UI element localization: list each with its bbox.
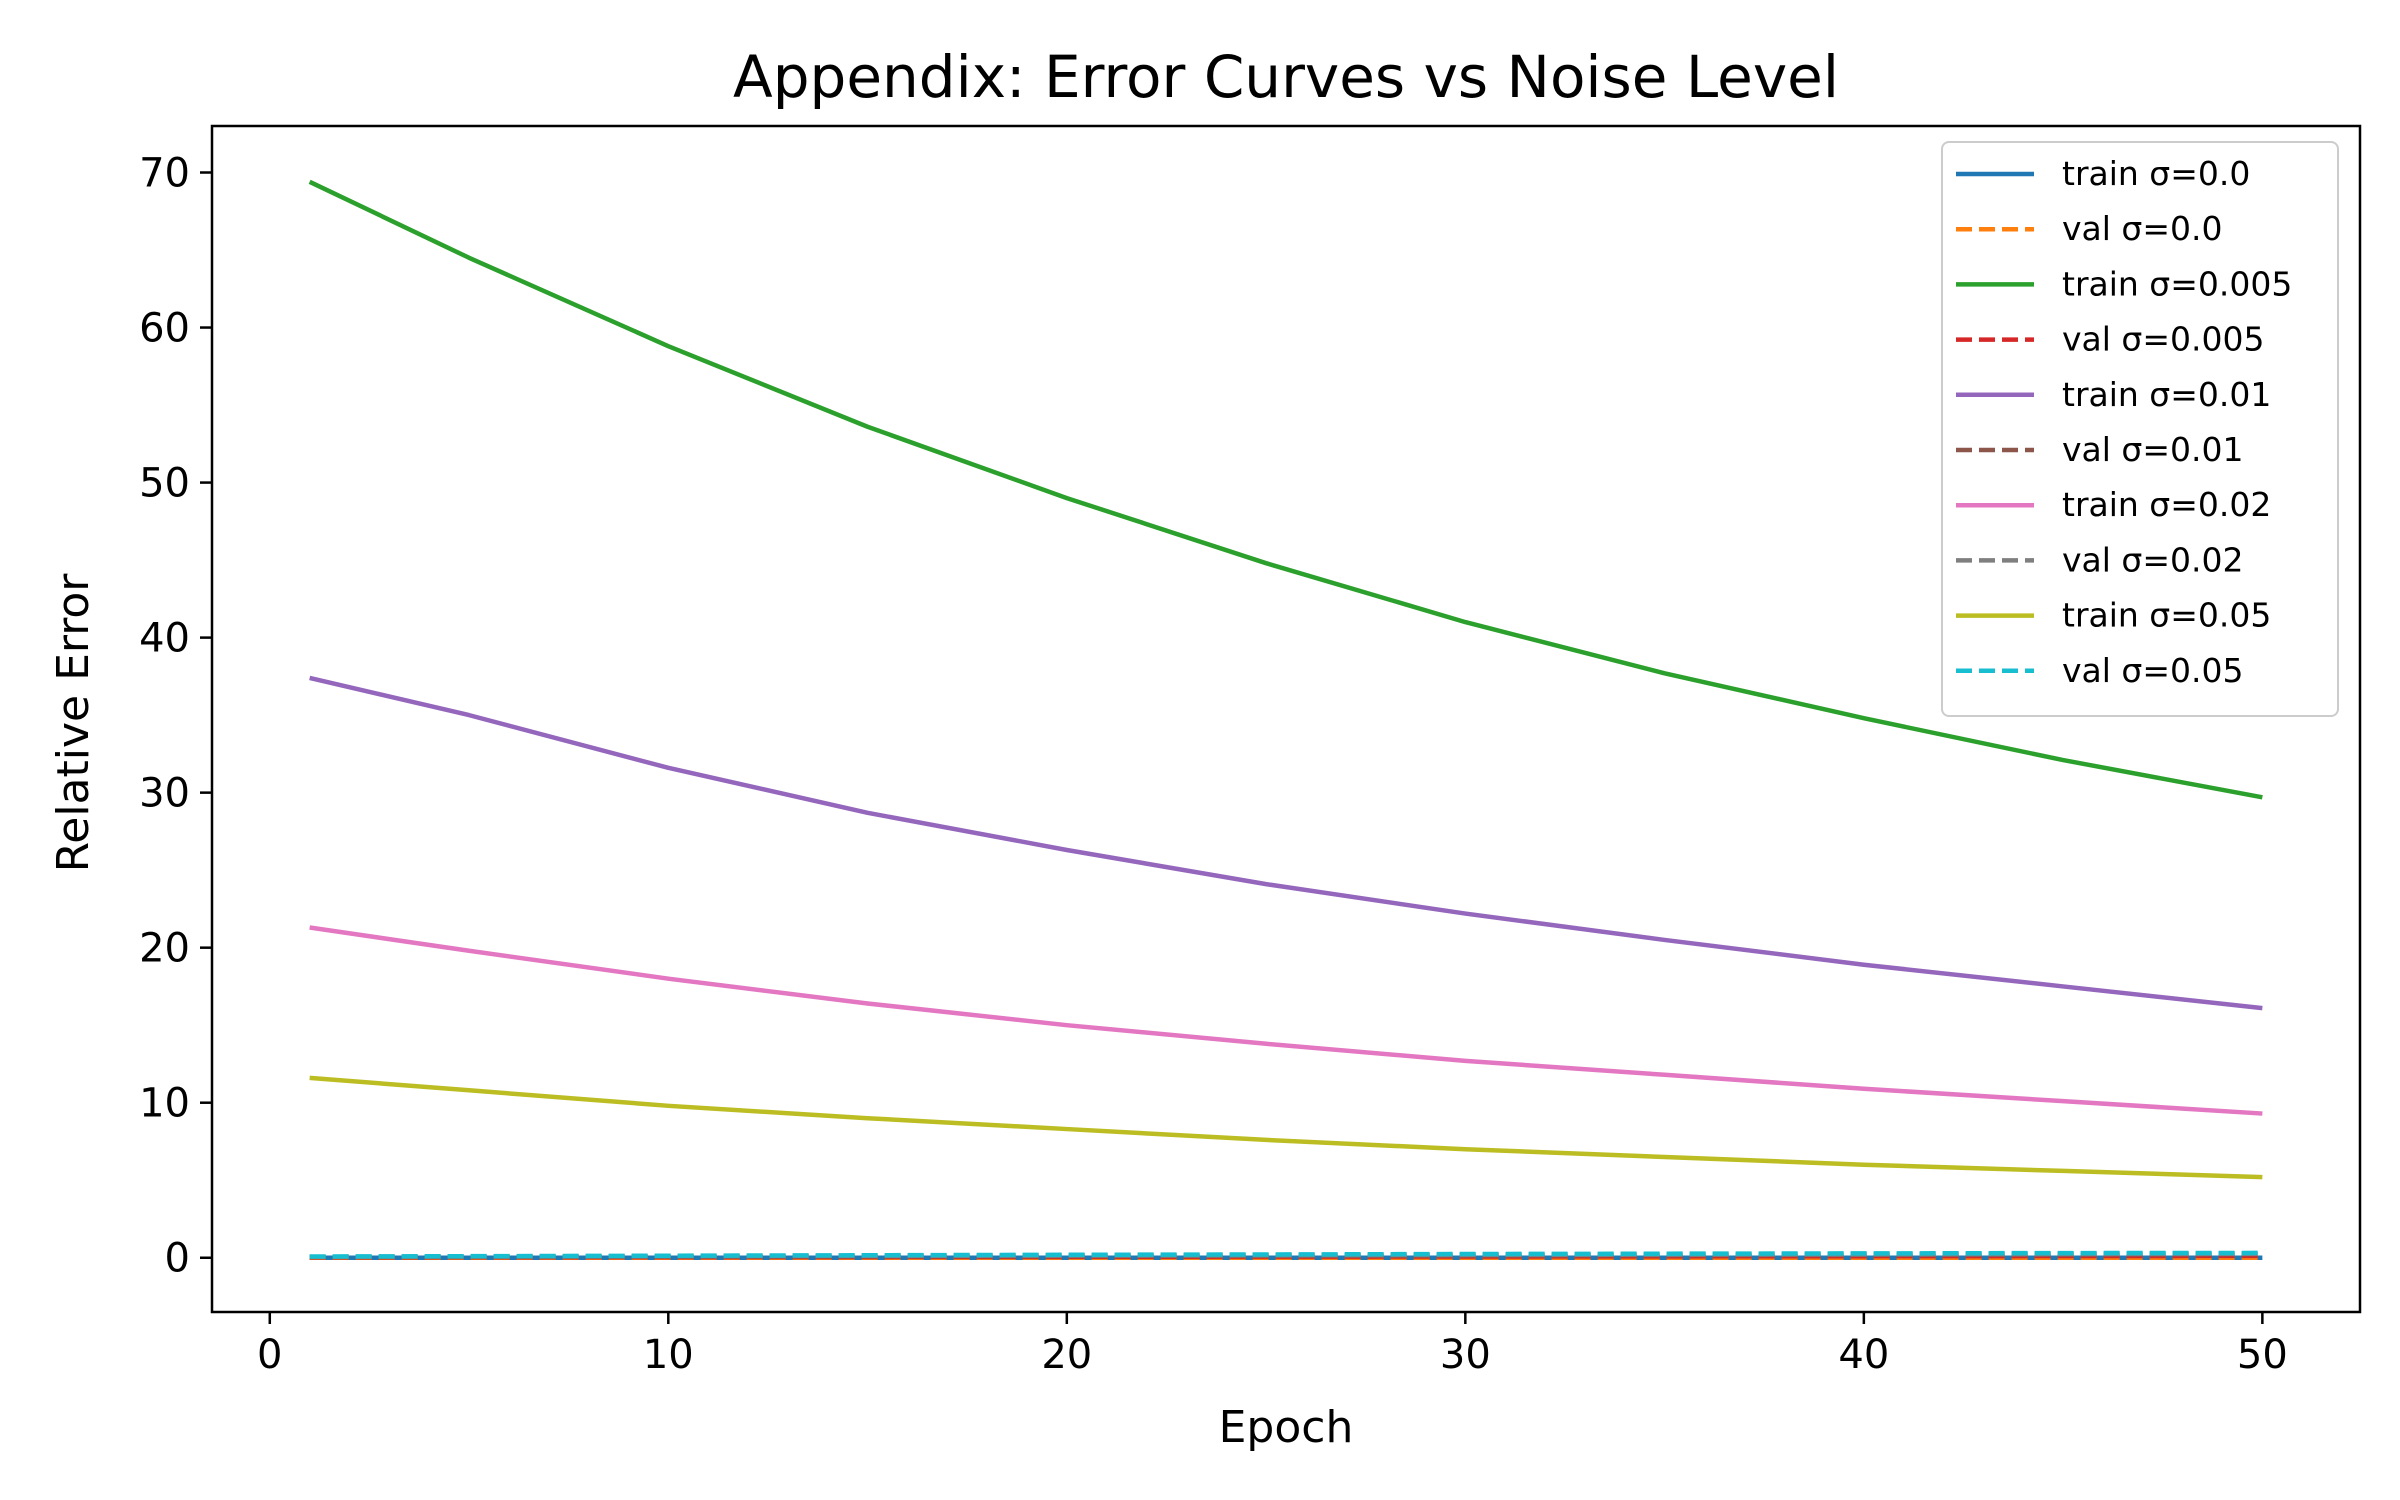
chart-title: Appendix: Error Curves vs Noise Level [733, 43, 1839, 111]
legend-label-3: val σ=0.005 [2062, 320, 2264, 359]
legend-label-8: train σ=0.05 [2062, 596, 2271, 635]
legend-label-7: val σ=0.02 [2062, 540, 2243, 579]
legend-label-5: val σ=0.01 [2062, 430, 2243, 469]
x-axis-label: Epoch [1219, 1402, 1354, 1453]
axes: 0 10 20 30 40 50 0 10 20 30 40 50 60 70 [139, 124, 2362, 1378]
legend-label-2: train σ=0.005 [2062, 264, 2292, 303]
legend-label-4: train σ=0.01 [2062, 375, 2271, 414]
legend-label-9: val σ=0.05 [2062, 651, 2243, 690]
y-tick-label-5: 50 [139, 461, 190, 507]
series-line-8 [309, 1075, 2263, 1180]
legend-label-6: train σ=0.02 [2062, 485, 2271, 524]
y-axis-label: Relative Error [48, 573, 99, 873]
legend-label-0: train σ=0.0 [2062, 154, 2250, 193]
x-tick-label-3: 30 [1440, 1332, 1491, 1378]
series-line-9 [309, 1250, 2263, 1259]
axes-frame [210, 124, 2362, 1314]
series-line-6 [309, 925, 2263, 1116]
x-tick-label-4: 40 [1838, 1332, 1889, 1378]
series-line-4 [309, 675, 2263, 1011]
y-tick-label-1: 10 [139, 1081, 190, 1127]
legend: train σ=0.0 val σ=0.0 train σ=0.005 val σ=0… [1941, 141, 2339, 717]
legend-label-1: val σ=0.0 [2062, 209, 2222, 248]
legend-box [1941, 141, 2339, 717]
x-tick-label-5: 50 [2237, 1332, 2288, 1378]
y-tick-label-7: 70 [139, 151, 190, 197]
y-tick-label-3: 30 [139, 771, 190, 817]
y-tick-label-2: 20 [139, 926, 190, 972]
y-tick-label-6: 60 [139, 306, 190, 352]
plot-area [308, 179, 2263, 1260]
x-tick-label-0: 0 [257, 1332, 282, 1378]
y-tick-label-0: 0 [165, 1236, 190, 1282]
x-tick-label-1: 10 [643, 1332, 694, 1378]
series-line-2 [308, 179, 2263, 800]
y-tick-label-4: 40 [139, 616, 190, 662]
x-tick-label-2: 20 [1041, 1332, 1092, 1378]
